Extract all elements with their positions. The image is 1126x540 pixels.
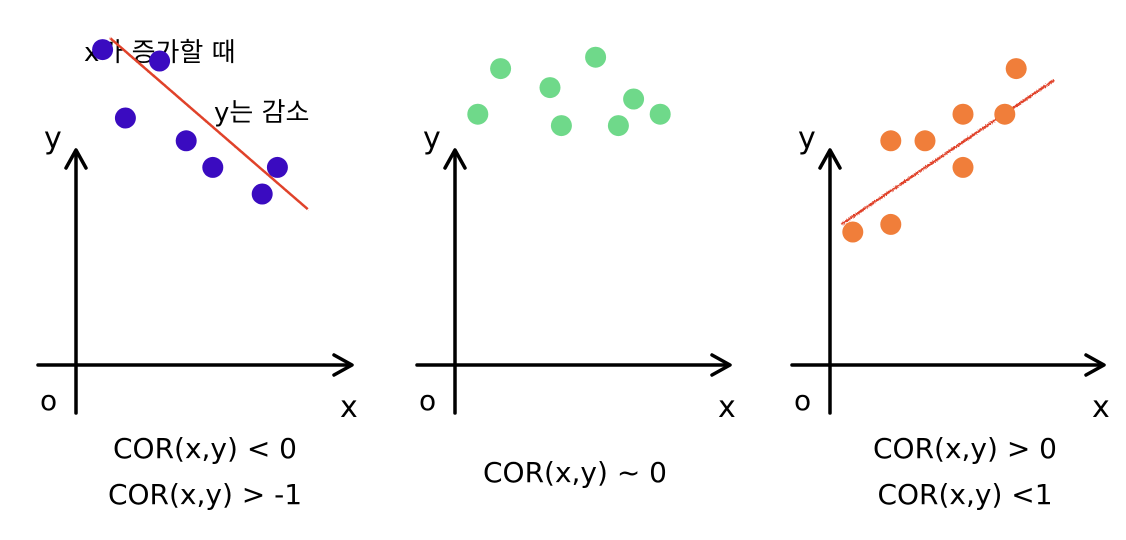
positive-x-axis-label: x (1092, 390, 1110, 425)
positive-origin-label: o (794, 384, 811, 417)
zero-point-3 (550, 115, 572, 137)
negative-point-1 (114, 107, 136, 129)
zero-point-2 (539, 77, 561, 99)
positive-point-6 (994, 103, 1016, 125)
caption-negative-line1: COR(x,y) < 0 (112, 432, 297, 465)
negative-point-3 (175, 130, 197, 152)
zero-point-0 (467, 103, 489, 125)
negative-origin-label: o (40, 384, 57, 417)
positive-point-3 (914, 130, 936, 152)
zero-point-5 (607, 115, 629, 137)
zero-point-6 (623, 88, 645, 110)
negative-y-axis-label: y (44, 121, 62, 156)
positive-point-1 (880, 213, 902, 235)
zero-y-axis-arrow (443, 148, 467, 170)
negative-x-axis-label: x (340, 390, 358, 425)
zero-point-4 (585, 46, 607, 68)
caption-negative-line2: COR(x,y) > -1 (107, 478, 303, 511)
positive-point-4 (952, 103, 974, 125)
negative-point-4 (202, 156, 224, 178)
zero-x-axis-label: x (718, 390, 736, 425)
negative-point-2 (149, 50, 171, 72)
annotation-y-decreases: y는 감소 (214, 98, 310, 128)
positive-x-axis-arrow (1084, 353, 1106, 377)
zero-y-axis-label: y (423, 121, 441, 156)
negative-x-axis-arrow (332, 353, 354, 377)
positive-y-axis-arrow (818, 148, 842, 170)
positive-point-7 (1005, 58, 1027, 80)
caption-positive-line1: COR(x,y) > 0 (872, 432, 1057, 465)
caption-positive-line2: COR(x,y) <1 (877, 478, 1053, 511)
negative-point-5 (251, 183, 273, 205)
negative-point-6 (266, 156, 288, 178)
positive-point-2 (880, 130, 902, 152)
positive-trend-line (840, 78, 1055, 226)
negative-point-0 (92, 39, 114, 61)
positive-point-0 (842, 221, 864, 243)
zero-point-7 (649, 103, 671, 125)
zero-x-axis-arrow (710, 353, 732, 377)
negative-y-axis-arrow (64, 148, 88, 170)
positive-y-axis-label: y (798, 121, 816, 156)
negative-trend-line (109, 37, 309, 211)
caption-zero-line1: COR(x,y) ~ 0 (482, 456, 667, 489)
positive-point-5 (952, 156, 974, 178)
zero-point-1 (490, 58, 512, 80)
zero-origin-label: o (419, 384, 436, 417)
